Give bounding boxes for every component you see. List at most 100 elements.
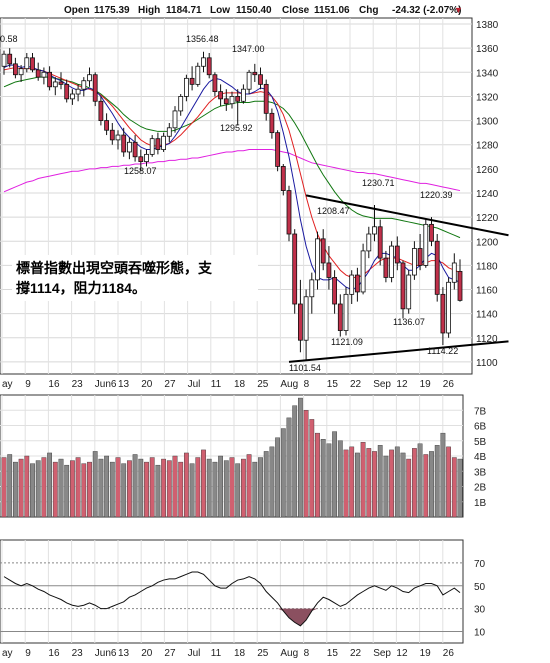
volume-bar [115,457,121,518]
volume-bar [69,460,75,518]
bottom-x-tick-label: 18 [234,648,246,659]
low-value: 1150.40 [236,5,272,16]
oscillator-y-tick-label: 50 [474,582,486,593]
candle-body [252,71,258,76]
volume-y-axis: 1B 2B 3B 4B 5B 6B 7B [474,406,487,509]
price-y-tick-label: 1320 [476,92,499,103]
candle-body [35,69,41,78]
volume-bar [263,451,269,518]
candle-body [383,257,389,278]
bottom-x-tick-label: 26 [443,648,455,659]
bottom-x-tick-label: 25 [257,648,269,659]
price-y-tick-label: 1340 [476,68,499,79]
candle-body [104,120,109,131]
volume-bar [280,428,286,518]
volume-bar [92,451,98,518]
price-x-tick-label: 8 [304,379,310,390]
annotation-1114: 1114.22 [427,346,458,356]
volume-bar [440,432,446,518]
close-value: 1151.06 [314,5,350,16]
volume-bar [326,443,332,518]
annotation-1347: 1347.00 [232,44,265,54]
candle-body [178,96,184,112]
candle-body [326,262,332,278]
price-x-tick-label: 12 [396,379,408,390]
volume-bar [126,460,132,518]
candle-body [423,223,429,266]
candle-body [349,274,355,295]
candle-body [258,74,263,85]
open-value: 1175.39 [94,5,130,16]
volume-bar [75,457,81,518]
candle-body [434,240,440,295]
candle-body [75,88,81,95]
volume-bar [349,446,355,518]
volume-bar [223,460,229,518]
bottom-x-tick-label: 19 [420,648,432,659]
volume-bar [98,458,104,518]
candle-body [47,71,52,88]
volume-bar [355,452,360,518]
candle-body [286,190,292,235]
volume-bar [206,458,212,518]
candle-body [87,74,92,82]
volume-bar [235,463,241,518]
low-label: Low [210,5,230,16]
candle-body [343,293,349,331]
price-x-tick-label: Sep [373,379,391,390]
volume-bar [52,461,58,518]
volume-bar [121,463,127,518]
volume-bar [303,410,309,518]
volume-bar [417,443,423,518]
candle-body [400,262,406,310]
oscillator-y-tick-label: 70 [474,559,486,570]
price-annotations: 0.58 1356.48 1347.00 1295.92 1258.07 123… [0,34,458,373]
volume-bar [212,461,218,518]
open-label: Open [64,5,90,16]
volume-bar [258,457,263,518]
candle-body [372,226,377,235]
volume-bar [406,458,412,518]
volume-bar [18,458,24,518]
volume-bar [149,457,155,518]
volume-bar [343,449,349,518]
trendlines [288,194,509,363]
oscillator-grid [0,540,463,643]
price-y-tick-label: 1100 [476,358,498,369]
volume-bar [144,461,149,518]
volume-bar [218,455,223,518]
volume-y-tick-label: 5B [474,437,487,448]
volume-bar [109,461,115,518]
annotation-1295: 1295.92 [220,123,253,133]
annotation-1220: 1220.39 [420,190,453,200]
high-label: High [138,5,160,16]
volume-bar [201,449,206,518]
candle-body [24,57,30,70]
candle-body [64,83,70,100]
volume-bar [47,452,53,518]
bottom-x-tick-label: 15 [327,648,339,659]
oscillator-panel-frame [0,539,464,644]
volume-bar [183,452,189,518]
price-y-tick-label: 1140 [476,310,498,321]
price-x-tick-label: 15 [327,379,339,390]
candle-body [92,74,98,102]
candle-body [417,248,423,266]
price-y-tick-label: 1240 [476,189,499,200]
volume-bar [12,461,18,518]
bottom-x-tick-label: Sep [373,648,391,659]
volume-bar [451,457,457,518]
volume-bar [81,463,87,518]
bottom-x-tick-label: 9 [25,648,31,659]
oscillator-line [3,571,461,627]
candle-body [81,80,87,90]
volume-bar [315,432,320,518]
price-panel-frame [0,17,473,375]
candle-body [218,91,224,100]
candle-body [240,88,246,102]
oscillator-polyline [3,571,461,627]
volume-bar [275,437,280,518]
volume-bar [423,454,429,518]
price-x-tick-label: 11 [211,379,222,390]
bottom-x-tick-label: 12 [396,648,408,659]
